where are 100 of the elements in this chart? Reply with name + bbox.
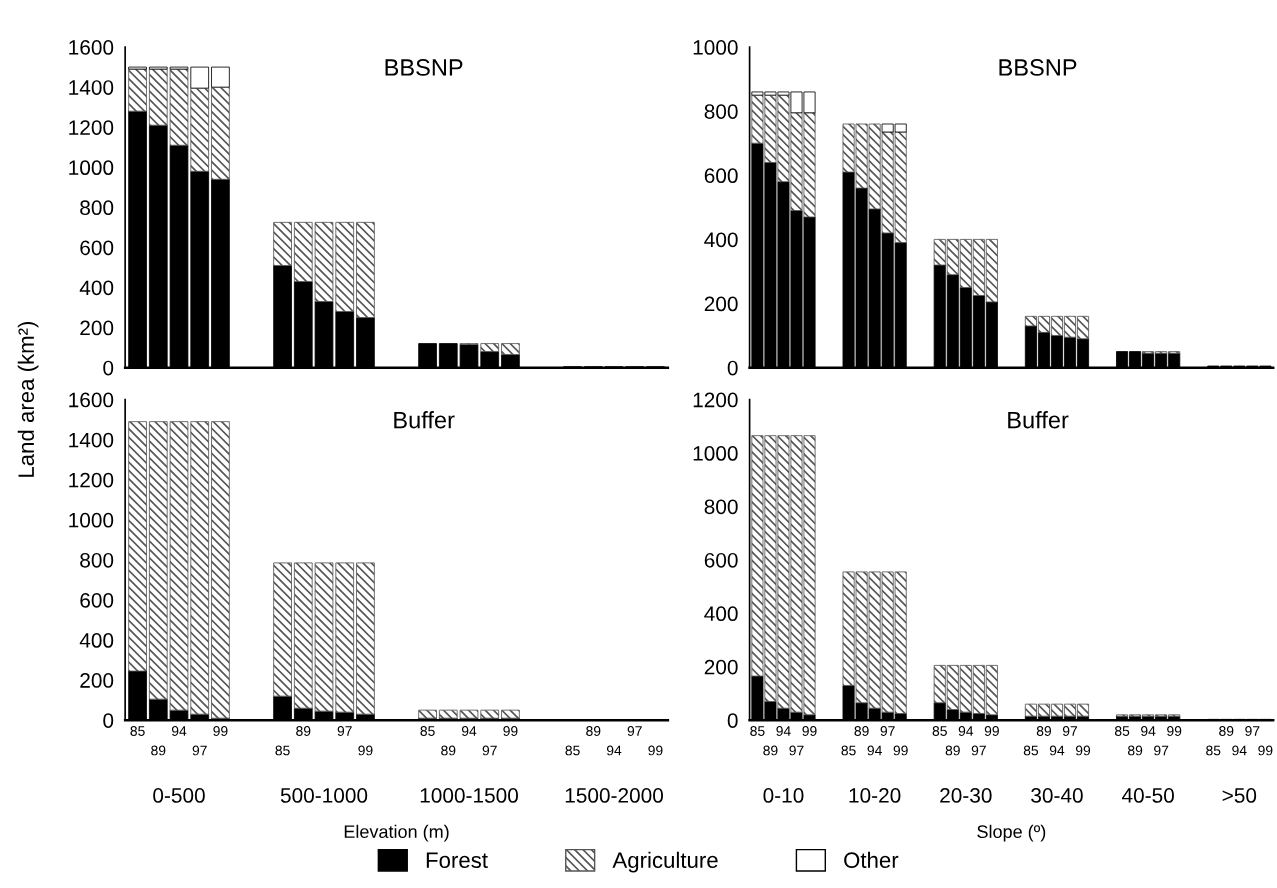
x-tick-label: 97 bbox=[1154, 745, 1169, 756]
y-tick-label: 600 bbox=[80, 592, 114, 608]
x-tick-label: 94 bbox=[958, 726, 974, 736]
x-tick-label: 99 bbox=[1258, 745, 1273, 756]
chart-title: BBSNP bbox=[385, 59, 463, 76]
y-tick-label: 1000 bbox=[69, 160, 114, 176]
x-tick-label: 97 bbox=[971, 745, 986, 756]
y-tick-label: 800 bbox=[80, 200, 114, 216]
legend-label: Agriculture bbox=[612, 851, 718, 873]
x-axis-title: Elevation (m) bbox=[344, 824, 449, 842]
x-tick-label: 99 bbox=[358, 745, 373, 756]
x-tick-label: 94 bbox=[461, 726, 477, 736]
x-tick-label: 89 bbox=[1127, 745, 1143, 756]
x-tick-label: 94 bbox=[171, 726, 187, 736]
text: 0-500 bbox=[153, 788, 205, 803]
y-tick-label: 200 bbox=[704, 296, 738, 312]
x-tick-label: 89 bbox=[586, 726, 601, 736]
x-tick-label: 85 bbox=[275, 745, 290, 756]
legend-label: Other bbox=[844, 851, 899, 869]
y-tick-label: 1600 bbox=[69, 392, 114, 408]
x-tick-label: 94 bbox=[776, 726, 791, 736]
y-tick-label: 800 bbox=[704, 104, 738, 119]
x-tick-label: 89 bbox=[1219, 726, 1234, 736]
x-tick-label: 89 bbox=[945, 745, 960, 756]
text: 40-50 bbox=[1121, 788, 1174, 803]
y-tick-label: 200 bbox=[80, 320, 114, 336]
x-tick-label: 85 bbox=[565, 745, 580, 756]
x-tick-label: 97 bbox=[482, 745, 497, 756]
y-tick-label: 400 bbox=[79, 280, 114, 296]
x-tick-label: 99 bbox=[893, 745, 908, 756]
x-tick-label: 85 bbox=[750, 726, 765, 736]
x-tick-label: 89 bbox=[763, 745, 778, 756]
text: 20-30 bbox=[940, 788, 992, 803]
x-tick-label: 85 bbox=[420, 726, 435, 736]
bar bbox=[501, 343, 520, 356]
x-tick-label: 94 bbox=[1049, 745, 1065, 756]
text: >50 bbox=[1222, 788, 1257, 803]
bar bbox=[273, 221, 292, 266]
y-tick-label: 0 bbox=[103, 713, 114, 728]
y-axis-title: Land area (km²) bbox=[17, 321, 39, 477]
y-tick-label: 1200 bbox=[69, 472, 114, 488]
x-tick-label: 94 bbox=[867, 745, 882, 756]
y-tick-label: 600 bbox=[704, 168, 738, 184]
y-tick-label: 800 bbox=[80, 552, 114, 568]
x-tick-label: 85 bbox=[1023, 745, 1039, 756]
y-tick-label: 1200 bbox=[69, 120, 114, 135]
legend-label: Forest bbox=[426, 852, 488, 869]
x-tick-label: 97 bbox=[789, 745, 804, 756]
text: 1500-2000 bbox=[565, 788, 664, 803]
x-tick-label: 89 bbox=[1036, 726, 1052, 736]
y-tick-label: 200 bbox=[80, 673, 114, 688]
bar bbox=[211, 86, 230, 180]
y-tick-label: 600 bbox=[80, 240, 114, 256]
x-tick-label: 85 bbox=[932, 726, 947, 736]
x-tick-label: 89 bbox=[151, 745, 166, 756]
x-tick-label: 99 bbox=[1075, 745, 1091, 756]
y-tick-label: 1400 bbox=[69, 432, 114, 448]
x-tick-label: 94 bbox=[1141, 726, 1156, 736]
x-axis-title: Slope (º) bbox=[977, 824, 1046, 842]
x-tick-label: 99 bbox=[648, 745, 663, 756]
x-tick-label: 89 bbox=[441, 745, 456, 756]
x-tick-label: 89 bbox=[854, 726, 869, 736]
x-tick-label: 97 bbox=[880, 726, 895, 736]
x-tick-label: 89 bbox=[296, 726, 311, 736]
x-tick-label: 85 bbox=[1206, 745, 1221, 756]
bar bbox=[128, 68, 147, 112]
y-tick-label: 1000 bbox=[693, 446, 738, 461]
y-tick-label: 1400 bbox=[69, 80, 114, 95]
y-tick-label: 400 bbox=[79, 633, 114, 648]
bar bbox=[128, 421, 147, 672]
x-tick-label: 97 bbox=[1245, 726, 1260, 736]
bar bbox=[211, 66, 230, 88]
y-tick-label: 1000 bbox=[69, 512, 114, 528]
x-tick-label: 97 bbox=[627, 726, 642, 736]
text: 0-10 bbox=[763, 788, 804, 803]
bar bbox=[273, 562, 292, 697]
x-tick-label: 94 bbox=[1232, 745, 1247, 756]
text: 30-40 bbox=[1031, 788, 1083, 803]
x-tick-label: 99 bbox=[1167, 726, 1182, 736]
y-tick-label: 400 bbox=[704, 606, 738, 622]
y-tick-label: 1200 bbox=[693, 392, 738, 408]
x-tick-label: 97 bbox=[192, 745, 207, 756]
x-tick-label: 85 bbox=[841, 745, 856, 756]
y-tick-label: 0 bbox=[103, 360, 114, 376]
y-tick-label: 1600 bbox=[69, 40, 114, 55]
x-tick-label: 85 bbox=[130, 726, 145, 736]
y-tick-label: 400 bbox=[704, 232, 738, 248]
x-tick-label: 99 bbox=[213, 726, 228, 736]
y-tick-label: 1000 bbox=[693, 40, 738, 55]
chart-title: Buffer bbox=[394, 411, 455, 429]
x-tick-label: 97 bbox=[1062, 726, 1078, 736]
y-tick-label: 0 bbox=[727, 360, 738, 376]
y-tick-label: 800 bbox=[704, 499, 738, 515]
bar bbox=[211, 421, 230, 719]
x-tick-label: 97 bbox=[337, 726, 352, 736]
x-tick-label: 99 bbox=[984, 726, 999, 736]
bar bbox=[356, 221, 375, 318]
y-tick-label: 0 bbox=[727, 713, 738, 728]
text: 500-1000 bbox=[280, 788, 368, 803]
chart-title: BBSNP bbox=[999, 59, 1077, 76]
